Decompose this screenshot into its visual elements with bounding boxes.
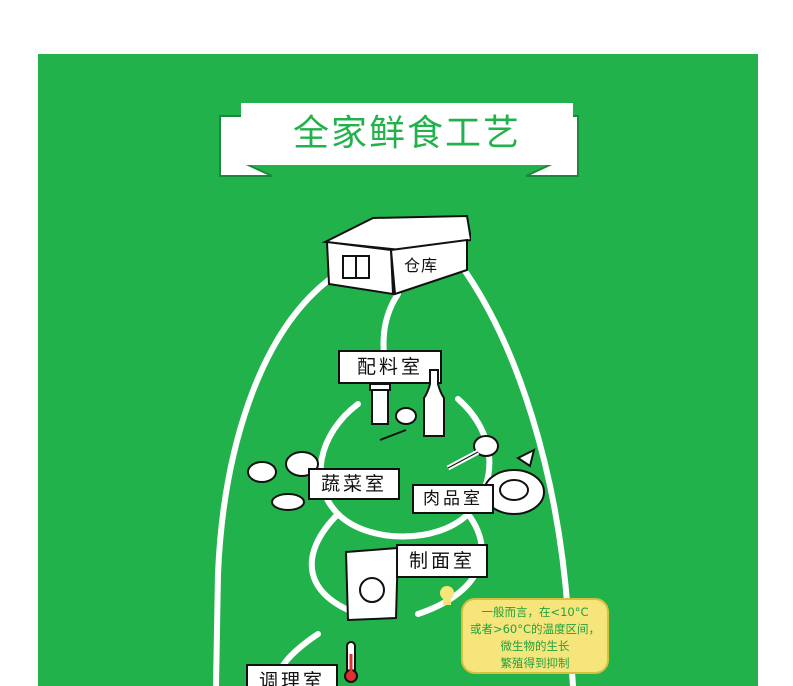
room-label-noodle: 制面室 [396,544,488,578]
room-label-meat: 肉品室 [412,484,494,514]
thermometer-icon [344,641,358,683]
tip-line-2: 或者>60°C的温度区间， [469,622,601,636]
lightbulb-icon [440,586,454,605]
tip-line-4: 繁殖得到抑制 [500,656,570,670]
tip-line-3: 微生物的生长 [500,639,570,653]
flour-bag-icon [344,546,400,622]
process-panel: 全家鲜食工艺 仓库 配料室 蔬菜室 肉品室 制面室 [38,54,758,686]
warehouse-icon [321,214,471,296]
banner: 全家鲜食工艺 [241,103,573,165]
banner-title: 全家鲜食工艺 [292,113,521,154]
vegetables-icon [247,451,319,511]
room-label-warehouse: 仓库 [404,256,439,275]
tip-line-1: 一般而言，在<10°C [481,605,589,619]
room-label-vegetables: 蔬菜室 [308,468,400,500]
seasoning-bottles-icon [369,369,445,441]
room-label-cooking: 调理室 [246,664,338,686]
temperature-tip-bubble: 一般而言，在<10°C 或者>60°C的温度区间， 微生物的生长 繁殖得到抑制 [461,598,609,674]
